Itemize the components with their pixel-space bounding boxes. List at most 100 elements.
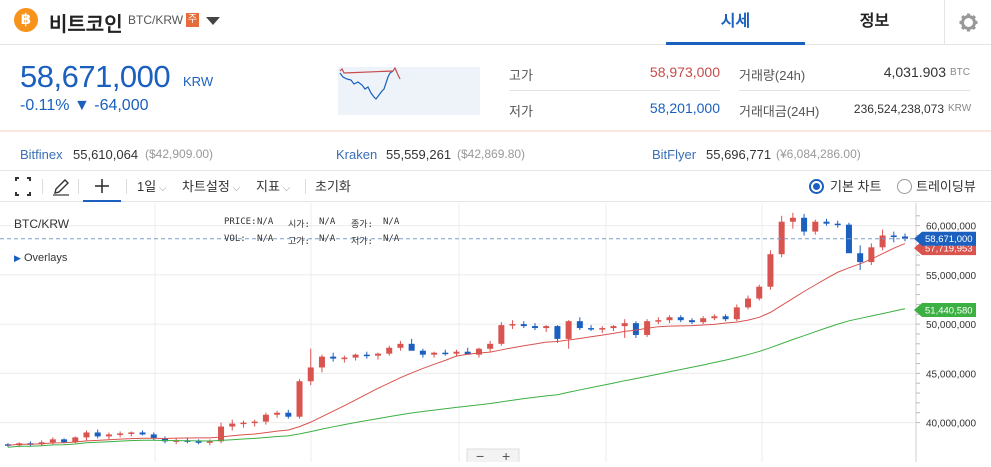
candle	[240, 422, 247, 425]
crosshair-button[interactable]	[83, 171, 121, 202]
candle	[218, 426, 225, 442]
basic-chart-radio[interactable]	[809, 179, 824, 194]
reset-button[interactable]: 초기화	[315, 179, 351, 194]
candle	[509, 324, 516, 326]
interval-label: 1일	[137, 179, 157, 194]
exchange-krw: 55,610,064	[73, 147, 139, 162]
candle	[117, 433, 124, 435]
high-label: 고가	[509, 68, 533, 83]
candle	[105, 434, 112, 437]
candle	[722, 316, 729, 320]
price-chart[interactable]: 60,000,000 55,000,000 50,000,000 45,000,000…	[0, 203, 991, 464]
zoom-in-icon[interactable]: +	[502, 448, 510, 464]
candle	[588, 328, 595, 330]
exchange-name[interactable]: Bitfinex	[20, 147, 63, 162]
toolbar-divider	[78, 179, 79, 194]
tab-info[interactable]: 정보	[859, 13, 890, 30]
candle	[711, 316, 718, 319]
tab-market[interactable]: 시세	[666, 0, 805, 45]
draw-button[interactable]	[51, 171, 71, 202]
coin-dropdown-icon[interactable]	[206, 17, 220, 25]
ohlc-vol-label: VOL:	[224, 234, 246, 244]
candle	[879, 235, 886, 248]
ohlc-high-value: N/A	[319, 234, 336, 244]
expand-triangle-icon: ▶	[14, 253, 21, 263]
y-tick-label: 60,000,000	[926, 222, 976, 233]
candle	[128, 432, 135, 434]
candle	[139, 432, 146, 435]
candle	[386, 347, 393, 354]
candle	[285, 412, 292, 417]
zoom-controls	[466, 448, 520, 464]
low-value: 58,201,000	[649, 100, 720, 116]
price-change: -0.11% ▼ -64,000	[20, 97, 149, 114]
coin-badge: 주	[186, 13, 199, 27]
ma-long-tag-text: 51,440,580	[925, 305, 973, 316]
candle	[397, 343, 404, 348]
tradingview-label[interactable]: 트레이딩뷰	[916, 179, 976, 194]
candle	[307, 367, 314, 382]
interval-select[interactable]: 1일 ⌵	[137, 179, 167, 194]
candle	[834, 223, 841, 226]
exchange-name[interactable]: Kraken	[336, 147, 378, 162]
ohlc-low-label: 저가:	[351, 237, 373, 247]
candle	[655, 320, 662, 322]
candle	[83, 432, 90, 438]
candle	[464, 351, 471, 355]
candle	[890, 235, 897, 237]
top-bar: ฿ 비트코인 BTC/KRW 주 시세 정보	[0, 0, 991, 45]
amount-unit: KRW	[948, 103, 972, 114]
candle	[72, 437, 79, 443]
bitcoin-icon: ฿	[14, 8, 38, 32]
overlays-label: Overlays	[23, 252, 68, 264]
exchange-foreign: ($42,909.00)	[145, 147, 214, 161]
ma-long-line	[7, 308, 906, 448]
exchange-name[interactable]: BitFlyer	[652, 147, 697, 162]
candle	[599, 328, 606, 330]
candle	[195, 441, 202, 443]
candle	[812, 221, 819, 232]
candle	[823, 221, 830, 224]
toolbar-divider	[126, 179, 127, 194]
exchange-foreign: ($42,869.80)	[457, 147, 526, 161]
amount-label: 거래대금(24H)	[739, 104, 820, 119]
candlestick-chart[interactable]: 60,000,000 55,000,000 50,000,000 45,000,000…	[0, 203, 991, 464]
indicators-menu[interactable]: 지표 ⌵	[256, 179, 291, 194]
candle	[531, 326, 538, 329]
price-panel: 58,671,000 KRW -0.11% ▼ -64,000 고가 58,97…	[0, 46, 991, 132]
ohlc-vol-value: N/A	[257, 234, 274, 244]
candle	[341, 357, 348, 360]
candle	[296, 381, 303, 417]
tradingview-radio[interactable]	[897, 179, 912, 194]
candle	[61, 439, 68, 443]
low-label: 저가	[509, 104, 533, 119]
ohlc-open-value: N/A	[319, 217, 336, 227]
current-price-tag	[914, 231, 976, 246]
candle	[565, 321, 572, 339]
candle	[442, 352, 449, 355]
coin-name[interactable]: 비트코인	[49, 14, 123, 36]
y-tick-label: 55,000,000	[926, 271, 976, 282]
candle	[475, 348, 482, 355]
fullscreen-button[interactable]	[13, 171, 33, 202]
divider	[739, 90, 970, 91]
chart-toolbar: 1일 ⌵ 차트설정 ⌵ 지표 ⌵ 초기화 기본 차트 트레이딩뷰	[0, 170, 991, 202]
overlays-toggle[interactable]: ▶ Overlays	[14, 252, 67, 264]
crosshair-icon	[95, 179, 109, 193]
indicators-label: 지표	[256, 179, 280, 194]
settings-button[interactable]	[944, 0, 991, 45]
chart-settings-menu[interactable]: 차트설정 ⌵	[182, 179, 241, 194]
toolbar-divider	[42, 179, 43, 194]
current-price-tag-text: 58,671,000	[925, 234, 973, 245]
basic-chart-label[interactable]: 기본 차트	[830, 179, 882, 194]
candle	[733, 307, 740, 320]
candle	[688, 320, 695, 323]
current-price: 58,671,000	[20, 59, 171, 94]
candle	[543, 326, 550, 329]
candle	[408, 343, 415, 351]
candle	[801, 217, 808, 232]
zoom-out-icon[interactable]: −	[476, 448, 484, 464]
candle	[767, 254, 774, 287]
candle	[554, 326, 561, 339]
candle	[621, 323, 628, 327]
